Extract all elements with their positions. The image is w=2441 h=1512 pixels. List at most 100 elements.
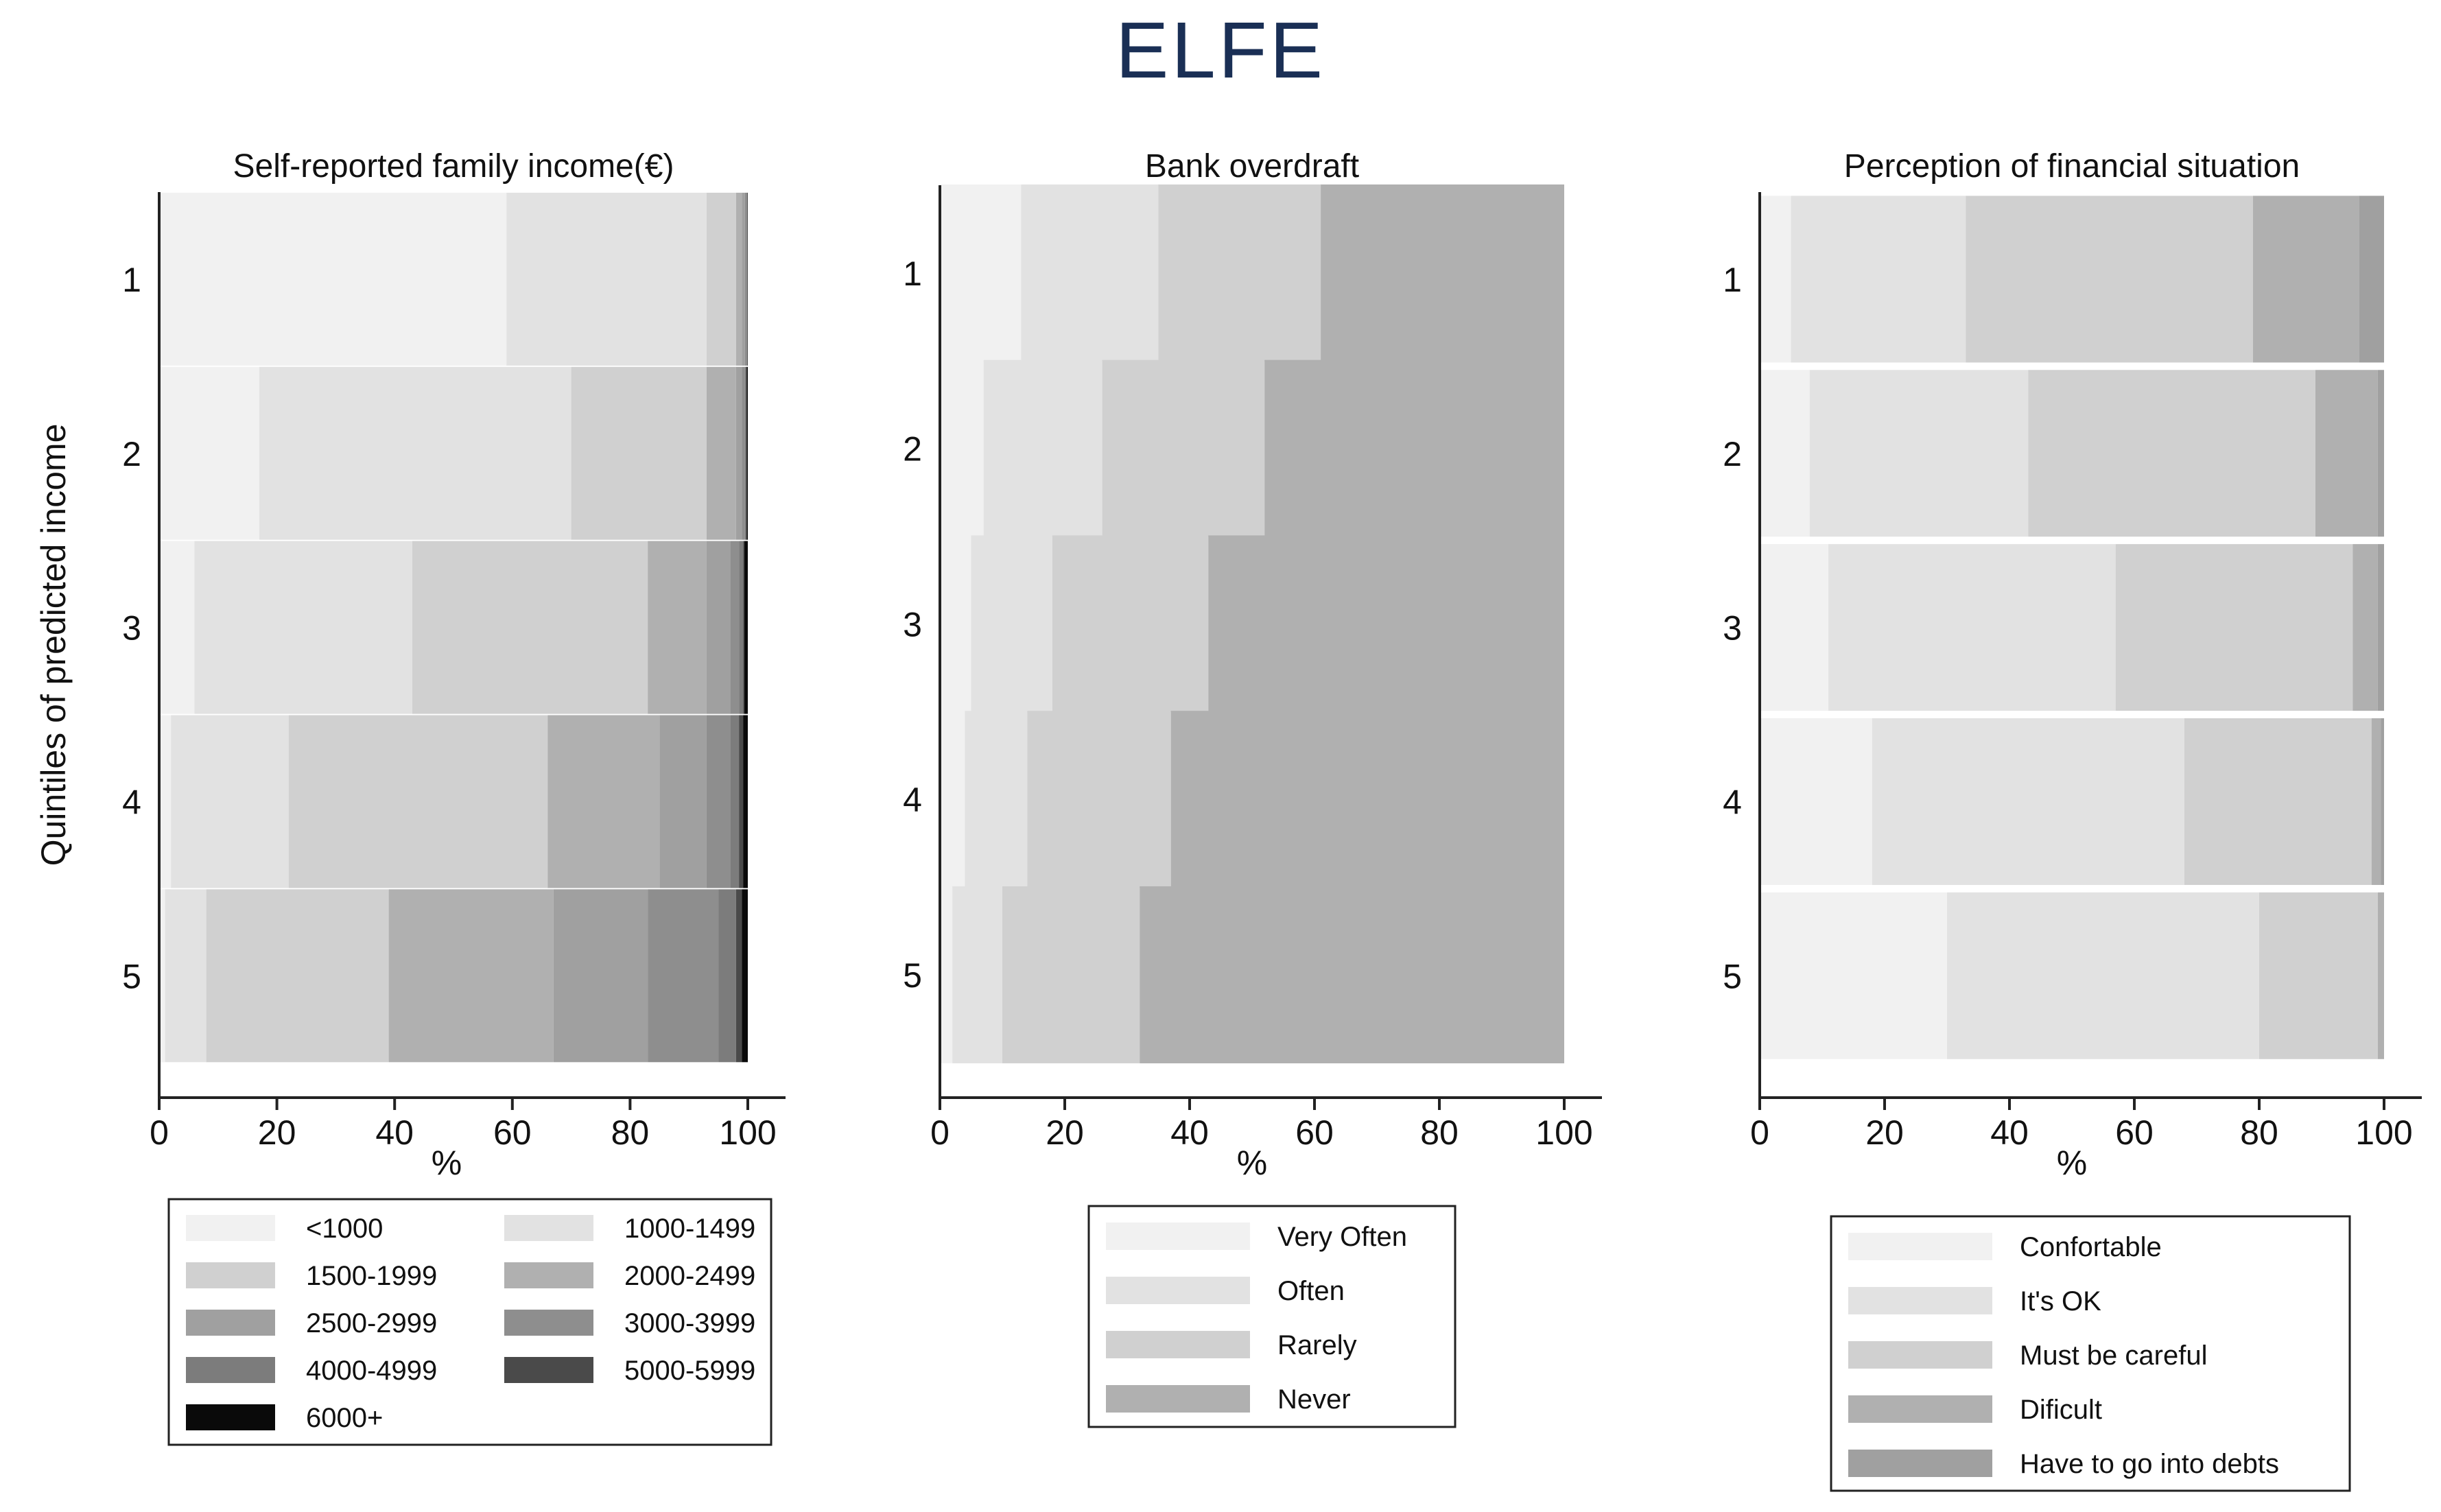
legend-label: Rarely (1277, 1330, 1357, 1360)
x-tick-label: 20 (1865, 1113, 1904, 1152)
bar-segment (965, 711, 1028, 888)
x-tick-label: 40 (1170, 1113, 1209, 1152)
bar-segment (1170, 711, 1564, 888)
x-tick-label: 100 (1535, 1113, 1592, 1152)
legend-label: It's OK (2020, 1286, 2101, 1316)
bar-segment (1002, 886, 1140, 1063)
x-axis-label: % (1237, 1144, 1267, 1182)
bar-segment (547, 715, 660, 888)
legend-label: 2000-2499 (624, 1261, 755, 1291)
legend-swatch (1106, 1222, 1250, 1250)
bar-segment (648, 541, 707, 714)
x-tick-label: 60 (493, 1113, 532, 1152)
panel-title: Perception of financial situation (1844, 148, 2300, 185)
bar-segment (2115, 544, 2353, 711)
bar-segment (2381, 718, 2384, 885)
x-tick-label: 40 (375, 1113, 414, 1152)
bar-segment (2359, 196, 2384, 363)
bar-segment (259, 366, 571, 540)
bar-segment (730, 715, 740, 888)
bar-segment (730, 541, 740, 714)
bar-segment (1872, 718, 2184, 885)
legend-label: 2500-2999 (306, 1308, 437, 1338)
bar-segment (706, 366, 736, 540)
bar-segment (735, 192, 742, 366)
legend-label: 5000-5999 (624, 1356, 755, 1386)
bar-segment (739, 541, 744, 714)
y-tick-label: 2 (1723, 435, 1742, 473)
bar-segment (1140, 886, 1564, 1063)
legend-swatch (504, 1357, 593, 1383)
bar-segment (1828, 544, 2116, 711)
legend-swatch (1106, 1385, 1250, 1413)
bar-segment (746, 366, 748, 540)
bar-segment (165, 889, 207, 1063)
x-tick-label: 60 (2115, 1113, 2154, 1152)
bar-segment (2377, 370, 2384, 537)
bar-segment (648, 889, 719, 1063)
bar-segment (2377, 892, 2384, 1059)
legend-swatch (186, 1357, 275, 1383)
y-tick-label: 3 (1723, 609, 1742, 648)
bar-segment (1321, 184, 1564, 362)
bar-segment (742, 366, 745, 540)
bar-segment (1760, 370, 1810, 537)
bar-segment (1102, 359, 1265, 537)
bar-segment (940, 359, 984, 537)
x-tick-label: 0 (1750, 1113, 1769, 1152)
bar-segment (506, 192, 707, 366)
bar-segment (706, 541, 731, 714)
bar-segment (288, 715, 548, 888)
bar-segment (743, 541, 744, 714)
bar-segment (742, 192, 745, 366)
x-tick-label: 20 (258, 1113, 296, 1152)
y-tick-label: 3 (122, 609, 141, 648)
legend-swatch (504, 1215, 593, 1241)
bar-segment (659, 715, 707, 888)
bar-segment (735, 366, 742, 540)
bar-segment (718, 889, 736, 1063)
bar-segment (2377, 544, 2384, 711)
bar-segment (159, 889, 165, 1063)
bar-segment (159, 541, 195, 714)
legend-label: 3000-3999 (624, 1308, 755, 1338)
legend-swatch (186, 1310, 275, 1336)
y-tick-label: 3 (903, 605, 922, 643)
bar-segment (159, 715, 172, 888)
bar-segment (735, 889, 742, 1063)
x-tick-label: 60 (1295, 1113, 1334, 1152)
bar-segment (2028, 370, 2315, 537)
bar-segment (1760, 892, 1947, 1059)
bar-segment (971, 535, 1052, 713)
bar-segment (206, 889, 389, 1063)
x-tick-label: 100 (719, 1113, 776, 1152)
bar-segment (1760, 196, 1791, 363)
bar-segment (744, 192, 747, 366)
y-tick-label: 4 (903, 781, 922, 819)
legend-label: 1500-1999 (306, 1261, 437, 1291)
y-tick-label: 2 (903, 430, 922, 469)
bar-segment (952, 886, 1002, 1063)
x-axis-label: % (432, 1144, 462, 1182)
x-tick-label: 0 (930, 1113, 950, 1152)
bar-segment (2259, 892, 2378, 1059)
bar-segment (744, 541, 748, 714)
legend-swatch (1848, 1450, 1992, 1477)
bar-segment (194, 541, 412, 714)
legend-label: Confortable (2020, 1232, 2162, 1262)
legend-swatch (1848, 1287, 1992, 1314)
bar-segment (2315, 370, 2378, 537)
legend-swatch (504, 1262, 593, 1288)
legend-swatch (1848, 1233, 1992, 1260)
bar-segment (940, 711, 965, 888)
bar-segment (1791, 196, 1966, 363)
legend-swatch (186, 1262, 275, 1288)
bar-segment (940, 184, 1022, 362)
panel-1: Self-reported family income(€) 1 2 3 4 5 0 20 40… (122, 148, 786, 1446)
legend-swatch (1106, 1331, 1250, 1358)
bar-segment (1158, 184, 1321, 362)
main-title: ELFE (1115, 5, 1326, 95)
bar-segment (1760, 718, 1872, 885)
legend-swatch (1106, 1277, 1250, 1304)
